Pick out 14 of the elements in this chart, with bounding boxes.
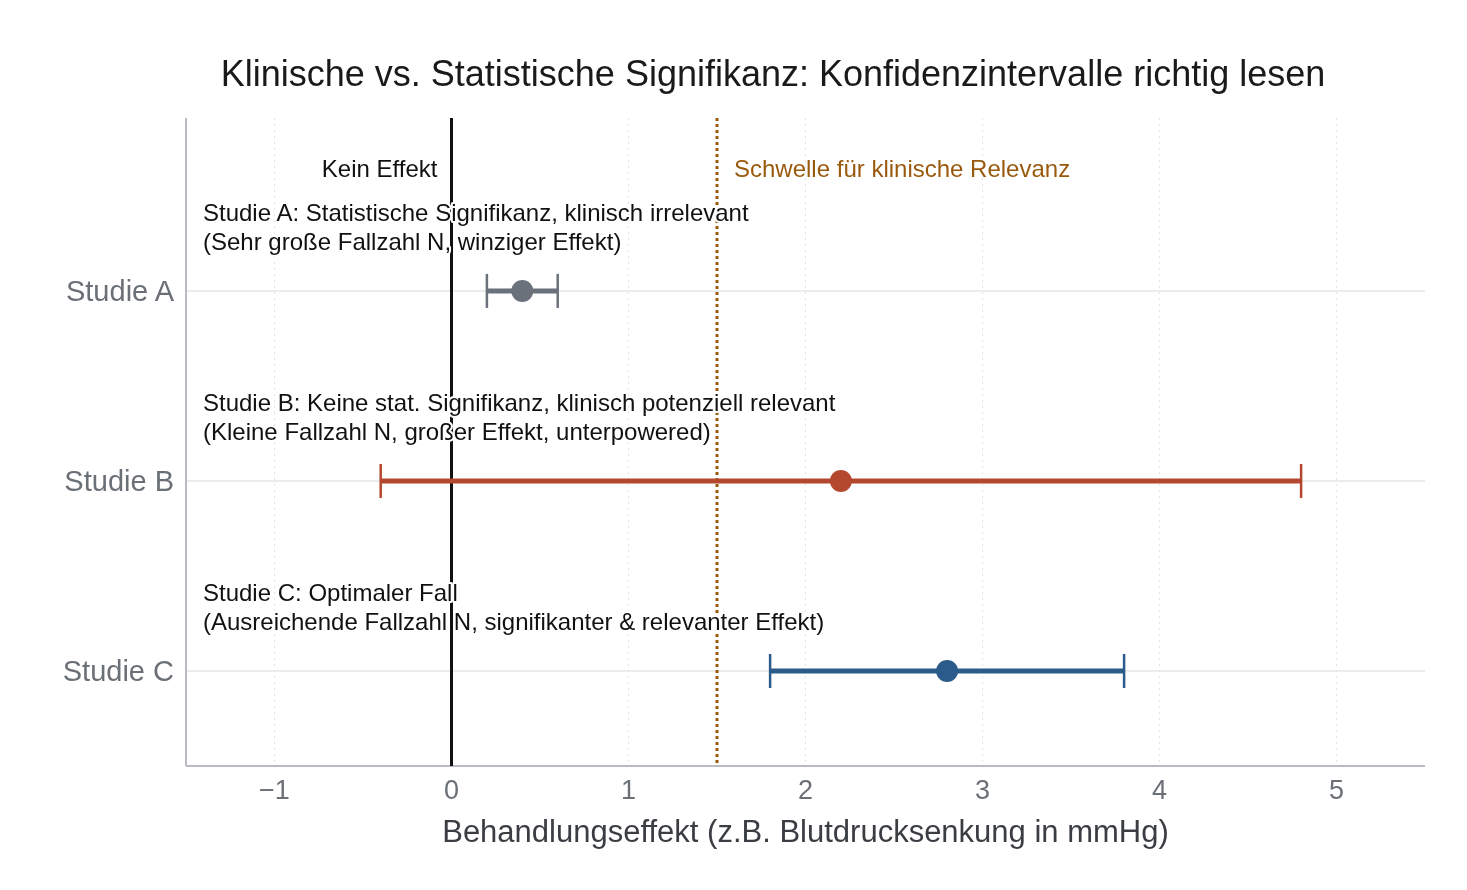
x-tick-label: 2 <box>797 775 814 805</box>
x-tick-label: 0 <box>443 775 460 805</box>
x-tick-label: −1 <box>259 775 290 805</box>
x-tick-label: 3 <box>974 775 991 805</box>
ref-line-label: Kein Effekt <box>321 155 438 182</box>
x-tick-label: 4 <box>1151 775 1168 805</box>
y-tick-label: Studie C <box>62 654 174 687</box>
y-tick-label: Studie A <box>65 274 175 307</box>
chart-title: Klinische vs. Statistische Signifikanz: Konfidenzintervalle richtig lesen <box>220 53 1326 94</box>
x-tick-label: 5 <box>1328 775 1345 805</box>
ref-line-label: Schwelle für klinische Relevanz <box>734 155 1071 182</box>
y-tick-label: Studie B <box>64 464 174 497</box>
x-axis-title: Behandlungseffekt (z.B. Blutdrucksenkung in mmHg) <box>442 814 1169 849</box>
x-tick-label: 1 <box>620 775 637 805</box>
